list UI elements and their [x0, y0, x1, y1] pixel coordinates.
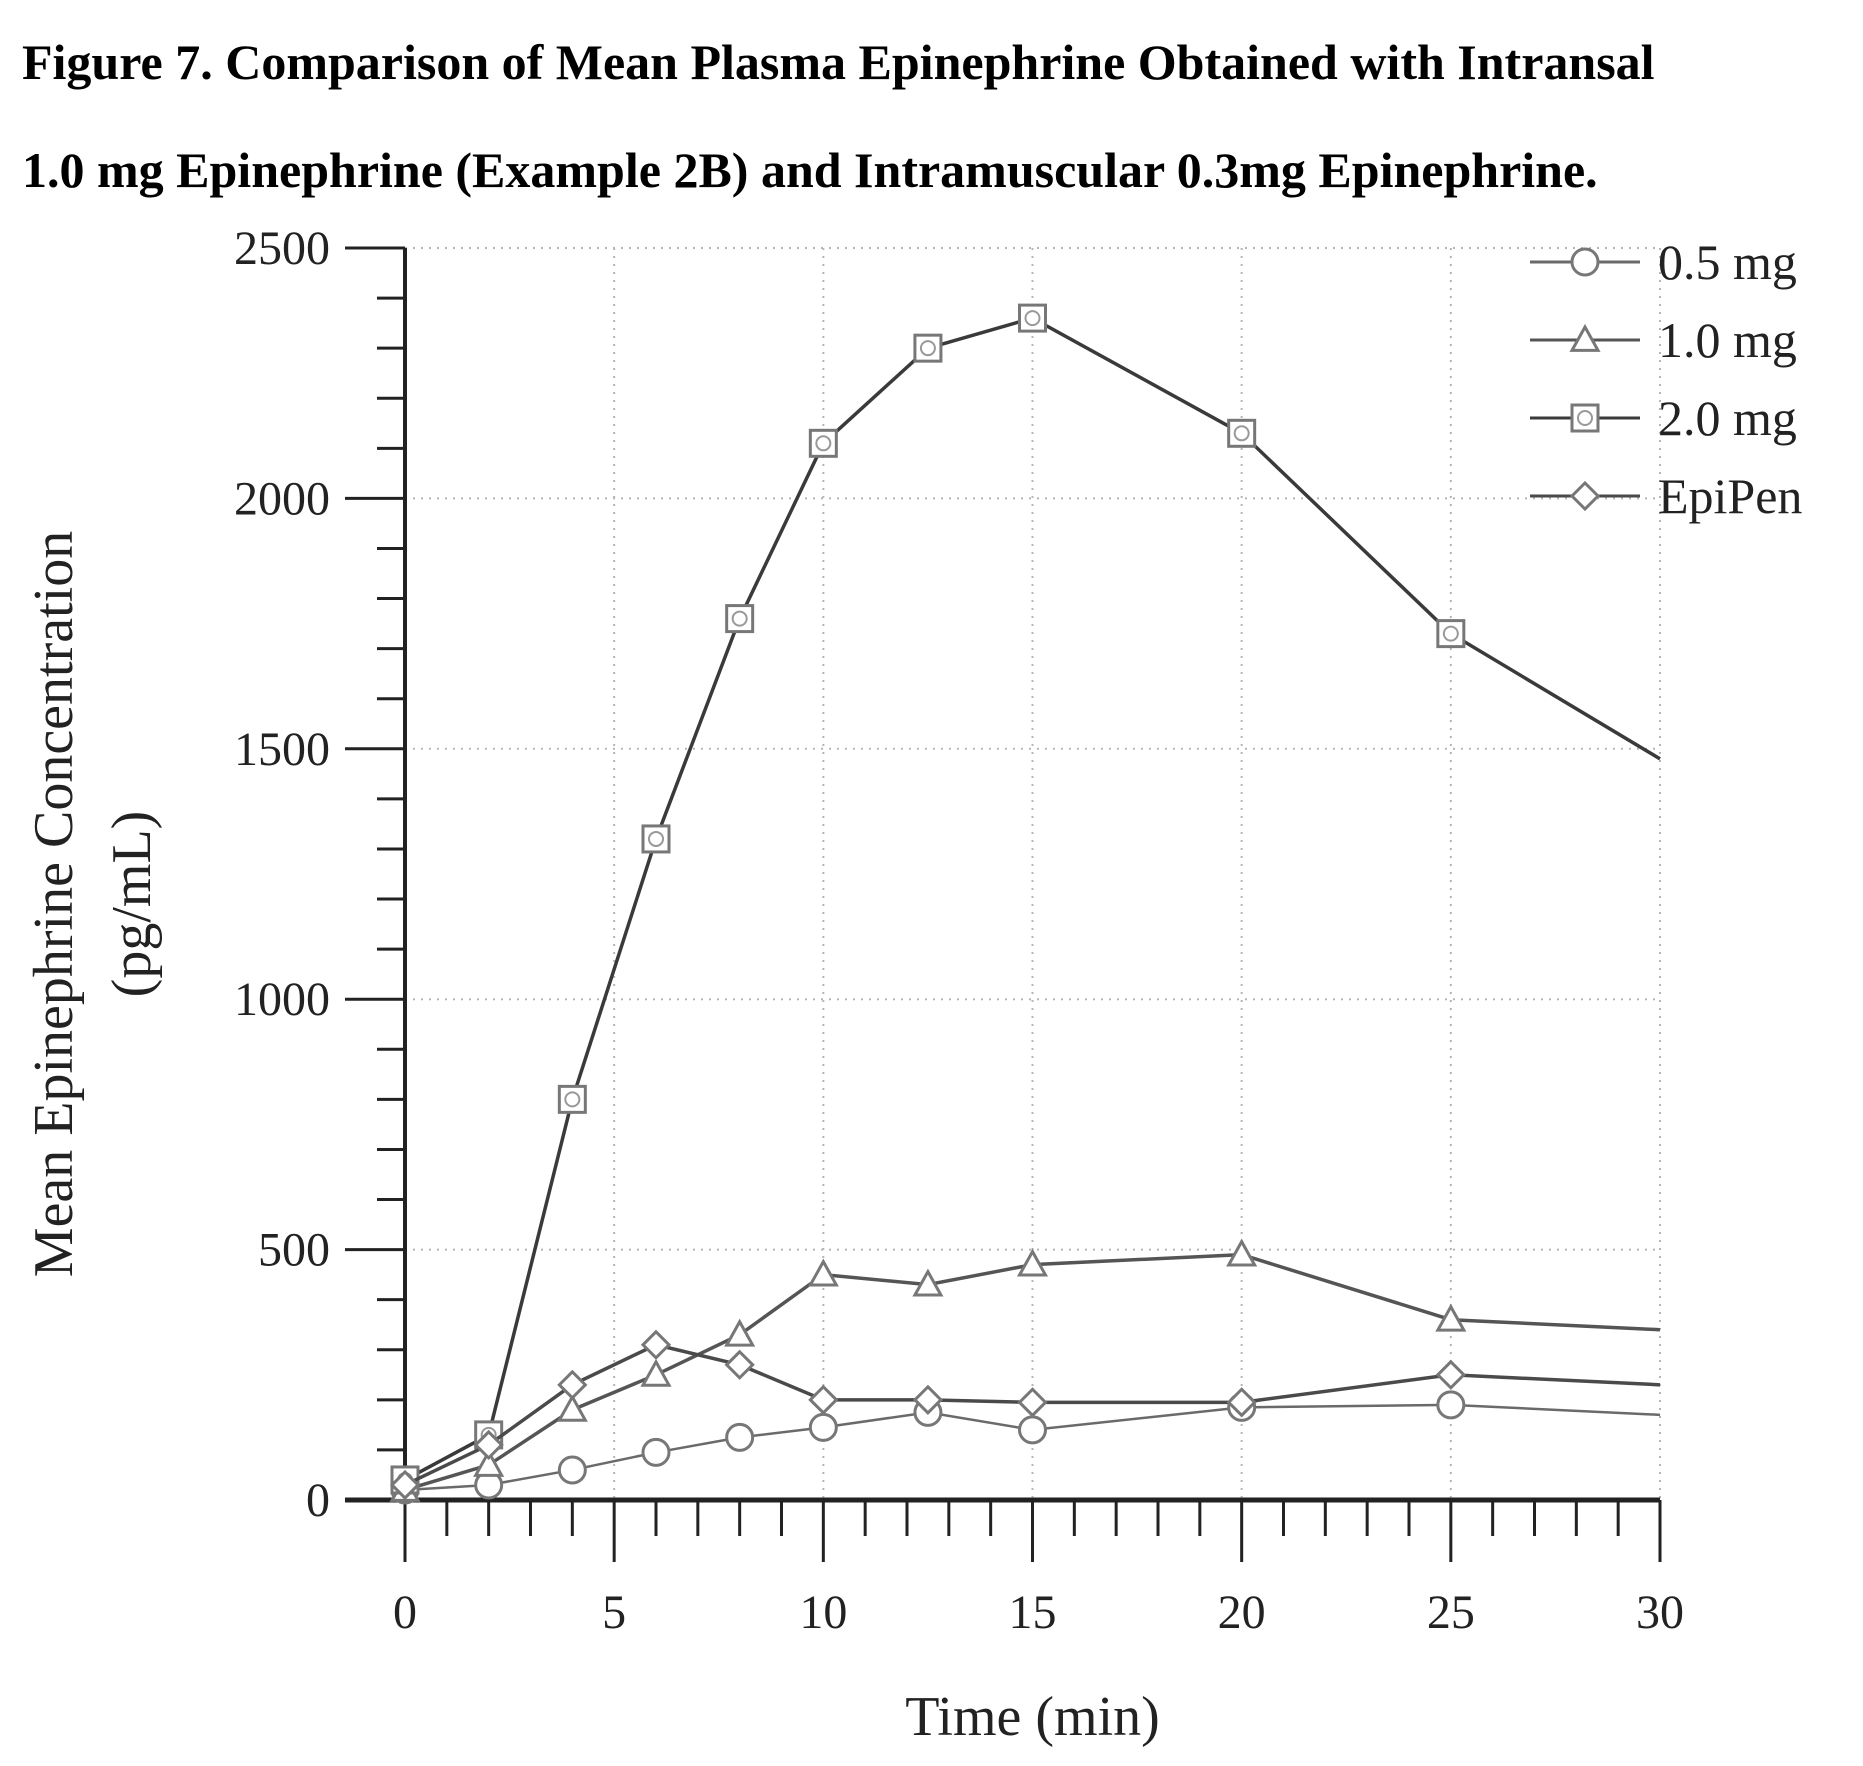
marker-inner: [564, 1091, 581, 1108]
data-point: [1569, 480, 1601, 512]
legend-label: 0.5 mg: [1658, 234, 1797, 290]
marker-inner: [1233, 425, 1250, 442]
data-point: [473, 1429, 504, 1461]
data-point: [473, 1448, 505, 1477]
data-point: [1226, 1387, 1257, 1418]
marker-square: [1018, 303, 1047, 333]
figure-title-line-2: 1.0 mg Epinephrine (Example 2B) and Intr…: [22, 142, 1598, 198]
data-point: [808, 1384, 839, 1415]
figure-title-line-1: Figure 7. Comparison of Mean Plasma Epin…: [22, 34, 1655, 90]
legend-label: 1.0 mg: [1658, 312, 1797, 368]
marker-square: [913, 333, 943, 363]
x-tick-label: 25: [1427, 1586, 1475, 1639]
y-tick-label: 1500: [234, 723, 330, 776]
legend-item: EpiPen: [1530, 468, 1802, 524]
data-point: [912, 1384, 944, 1415]
x-tick-label: 5: [602, 1586, 626, 1639]
legend-label: EpiPen: [1658, 468, 1802, 524]
data-point: [557, 1369, 588, 1400]
y-tick-label: 2000: [234, 472, 330, 525]
data-point: [1436, 1390, 1466, 1420]
y-tick-label: 1000: [234, 973, 330, 1026]
data-point: [912, 1268, 944, 1297]
legend-item: 0.5 mg: [1530, 234, 1797, 290]
legend-item: 2.0 mg: [1530, 390, 1797, 446]
marker-inner: [731, 610, 748, 627]
marker-square: [808, 428, 838, 458]
marker-inner: [815, 435, 832, 452]
data-point: [725, 604, 755, 634]
legend-item: 1.0 mg: [1530, 312, 1797, 368]
data-point: [1570, 403, 1600, 433]
axes: 0 500 1000 1500 2000 2500 0 5 10 15 20 25 30: [234, 222, 1684, 1639]
marker-inner: [648, 830, 664, 847]
series-epipen: [389, 1329, 1661, 1501]
x-tick-label: 15: [1009, 1586, 1057, 1639]
data-point: [1436, 619, 1466, 649]
data-point: [808, 1412, 838, 1442]
data-point: [641, 824, 671, 854]
marker-square: [725, 604, 755, 634]
y-tick-label: 0: [306, 1474, 330, 1527]
data-point: [1435, 1359, 1466, 1390]
grid: [405, 247, 1661, 1500]
figure-caption: Figure 7. Comparison of Mean Plasma Epin…: [22, 8, 1852, 224]
data-point: [1016, 1248, 1049, 1277]
data-point: [557, 1455, 587, 1485]
data-point: [556, 1393, 588, 1422]
x-tick-label: 30: [1636, 1586, 1684, 1639]
series-2-0-mg: [390, 303, 1661, 1495]
data-point: [640, 1329, 672, 1360]
marker-inner: [1442, 625, 1459, 642]
x-tick-label: 0: [393, 1586, 417, 1639]
data-point: [1018, 303, 1047, 333]
data-point: [1226, 1238, 1258, 1267]
x-tick-label: 10: [799, 1586, 847, 1639]
y-tick-label: 500: [258, 1224, 330, 1277]
data-point: [808, 428, 838, 458]
data-point: [1570, 247, 1600, 277]
data-point: [913, 333, 943, 363]
marker-inner: [919, 340, 936, 357]
x-tick-label: 20: [1218, 1586, 1266, 1639]
marker-square: [1570, 403, 1600, 433]
y-axis-units: (pg/mL): [101, 811, 163, 998]
data-point: [725, 1422, 755, 1452]
x-axis-title: Time (min): [905, 1686, 1160, 1748]
data-point: [807, 1258, 839, 1287]
data-point: [389, 1469, 421, 1501]
data-point: [557, 1084, 587, 1114]
marker-square: [557, 1084, 587, 1114]
data-point: [641, 1437, 671, 1467]
data-point: [1435, 1303, 1467, 1332]
marker-square: [1227, 418, 1257, 448]
data-point: [724, 1318, 756, 1347]
series-group: [389, 303, 1661, 1505]
marker-square: [1436, 619, 1466, 649]
legend-label: 2.0 mg: [1658, 390, 1797, 446]
data-point: [724, 1349, 755, 1380]
y-axis-title: Mean Epinephrine Concentration: [23, 531, 85, 1277]
data-point: [1018, 1415, 1047, 1445]
data-point: [640, 1358, 672, 1387]
marker-inner: [1577, 410, 1593, 426]
legend: 0.5 mg 1.0 mg 2.0 mg EpiPen: [1530, 234, 1802, 524]
marker-square: [641, 824, 671, 854]
y-axis-title-group: Mean Epinephrine Concentration (pg/mL): [23, 531, 163, 1277]
y-tick-label: 2500: [234, 222, 330, 275]
data-point: [1227, 418, 1257, 448]
marker-inner: [1024, 310, 1041, 327]
data-point: [1569, 323, 1601, 352]
data-point: [1017, 1387, 1048, 1418]
